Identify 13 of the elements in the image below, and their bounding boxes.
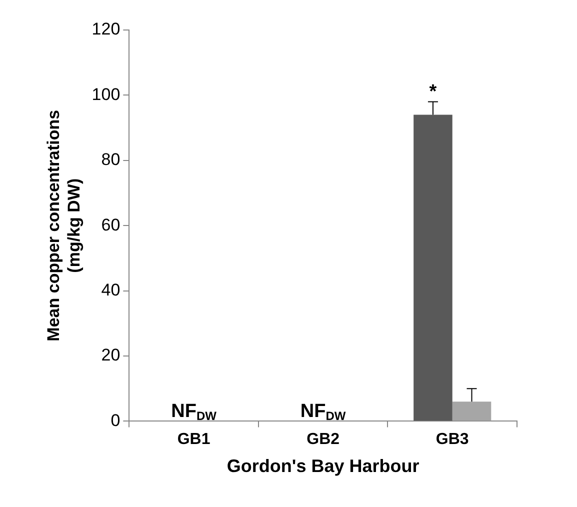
x-axis-title: Gordon's Bay Harbour <box>226 456 420 476</box>
x-tick-label: GB1 <box>177 431 210 448</box>
x-tick-label: GB3 <box>436 431 469 448</box>
y-axis-title: Mean copper concentrations (mg/kg DW) <box>44 110 84 342</box>
y-tick-label: 40 <box>101 280 120 300</box>
y-tick-label: 0 <box>110 410 120 430</box>
y-tick-label: 100 <box>92 84 120 104</box>
y-tick-label: 20 <box>101 346 120 365</box>
y-tick-label: 60 <box>101 215 120 234</box>
y-tick-label: 120 <box>92 20 120 39</box>
y-tick-label: 80 <box>101 150 120 170</box>
x-tick-label: GB2 <box>306 431 340 448</box>
data-label: * <box>429 82 438 103</box>
